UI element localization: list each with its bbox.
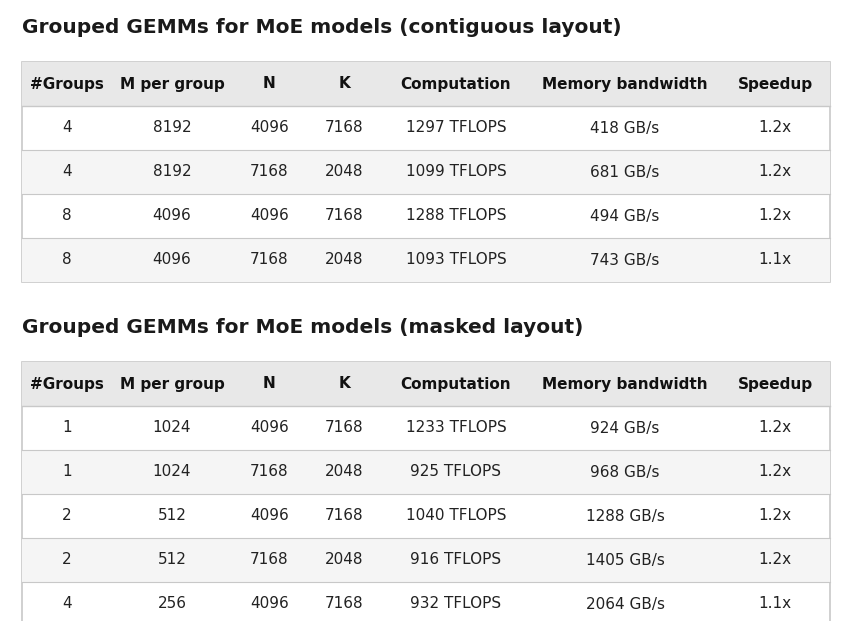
Bar <box>22 150 830 194</box>
Text: 7168: 7168 <box>325 509 364 524</box>
Text: 7168: 7168 <box>250 165 289 179</box>
Text: 8: 8 <box>62 209 72 224</box>
Text: 7168: 7168 <box>325 209 364 224</box>
Bar <box>22 450 830 494</box>
Text: 494 GB/s: 494 GB/s <box>590 209 660 224</box>
Text: 7168: 7168 <box>250 253 289 268</box>
Text: Memory bandwidth: Memory bandwidth <box>542 376 708 391</box>
Text: 4: 4 <box>62 165 72 179</box>
Text: 4096: 4096 <box>250 420 289 435</box>
Bar <box>22 362 830 406</box>
Text: 2048: 2048 <box>325 253 364 268</box>
Text: 1.2x: 1.2x <box>759 465 791 479</box>
Text: 1.2x: 1.2x <box>759 209 791 224</box>
Text: N: N <box>263 76 276 91</box>
Text: Memory bandwidth: Memory bandwidth <box>542 76 708 91</box>
Text: K: K <box>339 76 350 91</box>
Text: 4: 4 <box>62 597 72 612</box>
Text: 4096: 4096 <box>152 209 192 224</box>
Text: 1099 TFLOPS: 1099 TFLOPS <box>406 165 507 179</box>
Text: 2048: 2048 <box>325 165 364 179</box>
Text: 512: 512 <box>157 509 187 524</box>
Text: 1.2x: 1.2x <box>759 553 791 568</box>
Text: 7168: 7168 <box>325 597 364 612</box>
Text: 1.1x: 1.1x <box>759 597 791 612</box>
Text: 8: 8 <box>62 253 72 268</box>
Text: 932 TFLOPS: 932 TFLOPS <box>410 597 501 612</box>
Text: 8192: 8192 <box>153 165 191 179</box>
Text: 1405 GB/s: 1405 GB/s <box>586 553 665 568</box>
Text: 1233 TFLOPS: 1233 TFLOPS <box>406 420 507 435</box>
Text: #Groups: #Groups <box>30 76 104 91</box>
Text: 1.2x: 1.2x <box>759 165 791 179</box>
Text: 2048: 2048 <box>325 465 364 479</box>
Text: 2: 2 <box>62 553 72 568</box>
Text: 1040 TFLOPS: 1040 TFLOPS <box>406 509 507 524</box>
Text: Computation: Computation <box>401 376 512 391</box>
Text: 1.1x: 1.1x <box>759 253 791 268</box>
Text: 1288 TFLOPS: 1288 TFLOPS <box>406 209 507 224</box>
Text: Speedup: Speedup <box>737 76 813 91</box>
Bar <box>22 62 830 106</box>
Text: 7168: 7168 <box>325 420 364 435</box>
Text: Computation: Computation <box>401 76 512 91</box>
Bar <box>22 238 830 282</box>
Bar <box>22 62 830 282</box>
Text: 743 GB/s: 743 GB/s <box>590 253 660 268</box>
Text: 916 TFLOPS: 916 TFLOPS <box>410 553 501 568</box>
Text: 924 GB/s: 924 GB/s <box>590 420 660 435</box>
Text: 256: 256 <box>157 597 187 612</box>
Text: Grouped GEMMs for MoE models (contiguous layout): Grouped GEMMs for MoE models (contiguous… <box>22 18 622 37</box>
Text: 1024: 1024 <box>153 420 191 435</box>
Text: 4096: 4096 <box>152 253 192 268</box>
Text: 2: 2 <box>62 509 72 524</box>
Text: Speedup: Speedup <box>737 376 813 391</box>
Bar <box>22 538 830 582</box>
Text: 1.2x: 1.2x <box>759 120 791 135</box>
Text: 2064 GB/s: 2064 GB/s <box>586 597 665 612</box>
Text: 1.2x: 1.2x <box>759 420 791 435</box>
Text: 1.2x: 1.2x <box>759 509 791 524</box>
Text: Grouped GEMMs for MoE models (masked layout): Grouped GEMMs for MoE models (masked lay… <box>22 318 583 337</box>
Text: 4096: 4096 <box>250 209 289 224</box>
Text: 1297 TFLOPS: 1297 TFLOPS <box>406 120 507 135</box>
Text: M per group: M per group <box>120 376 224 391</box>
Text: 681 GB/s: 681 GB/s <box>590 165 660 179</box>
Text: N: N <box>263 376 276 391</box>
Text: 1093 TFLOPS: 1093 TFLOPS <box>406 253 507 268</box>
Text: 1024: 1024 <box>153 465 191 479</box>
Text: 4096: 4096 <box>250 120 289 135</box>
Text: K: K <box>339 376 350 391</box>
Text: M per group: M per group <box>120 76 224 91</box>
Text: 2048: 2048 <box>325 553 364 568</box>
Text: 7168: 7168 <box>325 120 364 135</box>
Text: 925 TFLOPS: 925 TFLOPS <box>410 465 501 479</box>
Text: 8192: 8192 <box>153 120 191 135</box>
Text: #Groups: #Groups <box>30 376 104 391</box>
Text: 418 GB/s: 418 GB/s <box>590 120 660 135</box>
Text: 4: 4 <box>62 120 72 135</box>
Text: 4096: 4096 <box>250 509 289 524</box>
Text: 1288 GB/s: 1288 GB/s <box>586 509 665 524</box>
Text: 4096: 4096 <box>250 597 289 612</box>
Text: 1: 1 <box>62 420 72 435</box>
Text: 968 GB/s: 968 GB/s <box>590 465 660 479</box>
Text: 7168: 7168 <box>250 465 289 479</box>
Text: 7168: 7168 <box>250 553 289 568</box>
Text: 1: 1 <box>62 465 72 479</box>
Text: 512: 512 <box>157 553 187 568</box>
Bar <box>22 362 830 621</box>
